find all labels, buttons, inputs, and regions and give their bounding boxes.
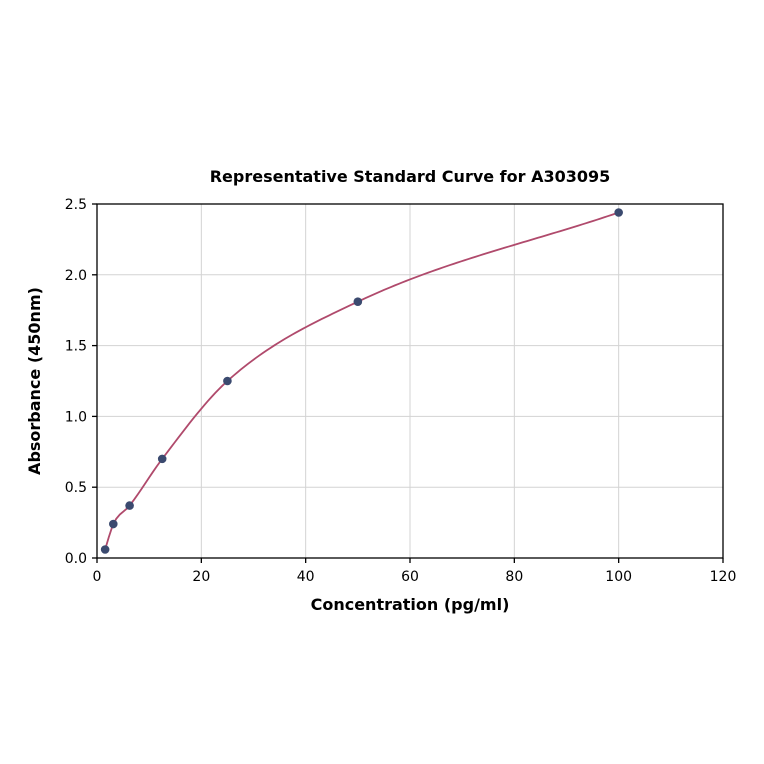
fitted-curve (104, 211, 619, 550)
y-tick-label: 1.5 (65, 339, 87, 355)
x-tick-label: 0 (93, 569, 102, 585)
x-tick-label: 60 (401, 569, 419, 585)
y-tick-label: 0.5 (65, 480, 87, 496)
data-point (100, 545, 110, 554)
y-axis-label: Absorbance (450nm) (25, 287, 44, 475)
data-point (614, 208, 623, 217)
y-tick-label: 2.5 (65, 197, 87, 213)
x-tick-label: 20 (192, 569, 210, 585)
y-tick-label: 1.0 (65, 409, 87, 425)
x-tick-label: 120 (710, 569, 737, 585)
x-axis-label: Concentration (pg/ml) (311, 595, 510, 614)
x-tick-label: 80 (505, 569, 523, 585)
data-point (223, 376, 232, 386)
y-tick-label: 2.0 (65, 268, 87, 284)
data-point (353, 297, 363, 307)
data-point (109, 519, 118, 529)
chart-title: Representative Standard Curve for A30309… (210, 167, 611, 186)
data-point (125, 501, 134, 510)
y-tick-label: 0.0 (65, 551, 87, 567)
x-tick-label: 100 (605, 569, 632, 585)
x-tick-label: 40 (297, 569, 315, 585)
data-point (157, 454, 167, 464)
